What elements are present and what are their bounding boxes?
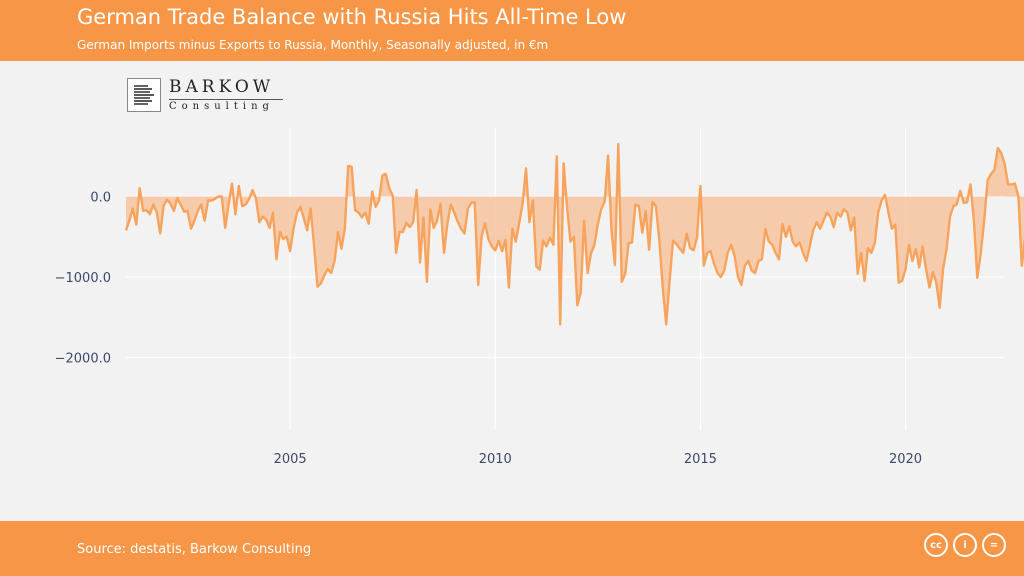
license-icons: cc i = [924, 533, 1006, 557]
logo-wordmark: BARKOW [169, 77, 275, 97]
attribution-icon: i [953, 533, 977, 557]
series-line [124, 142, 1024, 326]
footer-banner: Source: destatis, Barkow Consulting cc i… [0, 521, 1024, 576]
x-tick-label: 2015 [684, 452, 717, 467]
x-tick-label: 2010 [479, 452, 512, 467]
page-title: German Trade Balance with Russia Hits Al… [77, 5, 627, 29]
no-derivatives-icon: = [982, 533, 1006, 557]
logo-divider [169, 99, 283, 100]
page-subtitle: German Imports minus Exports to Russia, … [77, 38, 549, 52]
y-tick-label: 0.0 [90, 190, 111, 205]
x-tick-label: 2020 [889, 452, 922, 467]
axis-labels: 2005 2010 2015 2020 0.0 −1000.0 −2000.0 [55, 190, 922, 467]
cc-icon: cc [924, 533, 948, 557]
x-tick-label: 2005 [274, 452, 307, 467]
source-note: Source: destatis, Barkow Consulting [77, 542, 312, 557]
header-banner: German Trade Balance with Russia Hits Al… [0, 0, 1024, 61]
y-tick-label: −2000.0 [55, 352, 111, 367]
logo-mark-icon [127, 78, 161, 112]
logo-subtitle: Consulting [169, 101, 274, 112]
y-tick-label: −1000.0 [55, 271, 111, 286]
area-fill [126, 144, 1024, 325]
